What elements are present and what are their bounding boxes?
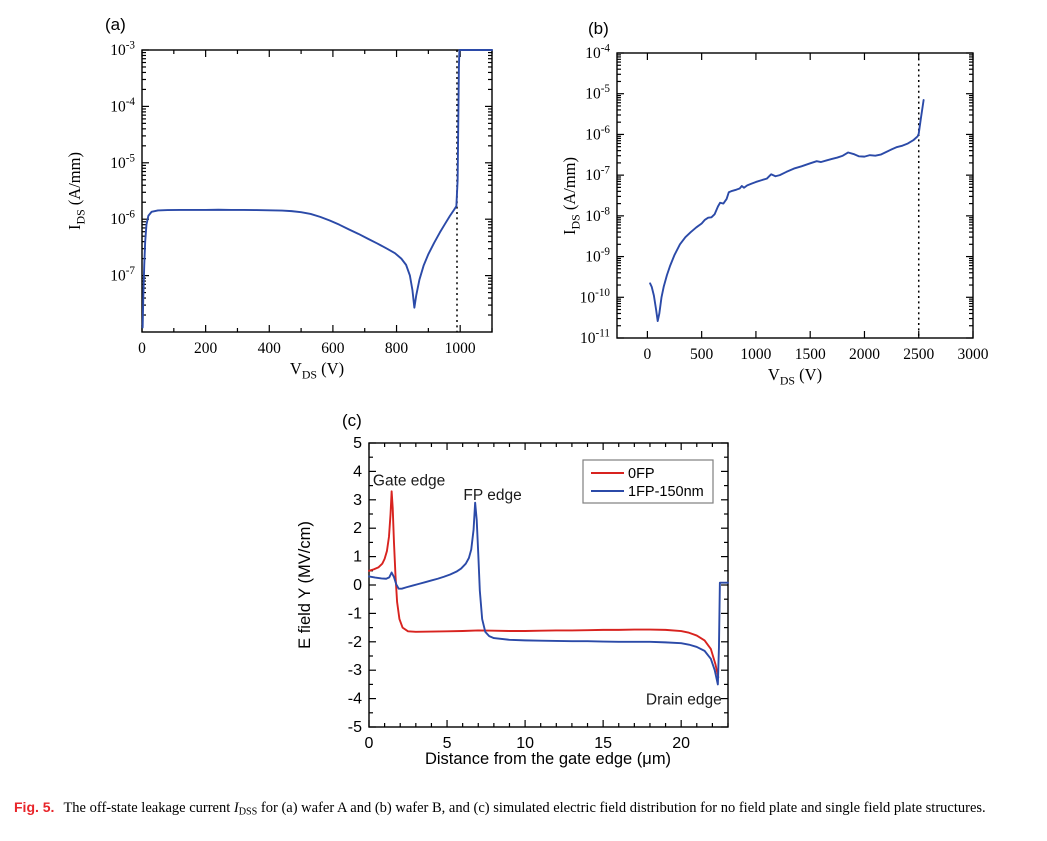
y-axis-title-c: E field Y (MV/cm) <box>296 521 314 649</box>
y-tick-label: -3 <box>348 662 362 679</box>
plot-frame <box>368 442 729 728</box>
x-tick-label: 15 <box>594 735 612 752</box>
x-tick-label: 2000 <box>849 346 880 363</box>
series-line-0FP <box>368 490 720 679</box>
y-tick-label: 10-8 <box>585 205 610 225</box>
annotation-fp-edge: FP edge <box>463 487 521 504</box>
annotation-gate-edge: Gate edge <box>373 473 445 490</box>
y-tick-label: 10-10 <box>580 287 611 307</box>
x-axis-title-b: VDS (V) <box>768 365 822 387</box>
panel-label-a: (a) <box>105 15 126 34</box>
y-tick-label: -1 <box>348 605 362 622</box>
y-axis-title-b: IDS (A/mm) <box>560 157 582 235</box>
x-tick-label: 1000 <box>740 346 771 363</box>
x-tick-label: 20 <box>672 735 690 752</box>
series-line-wafer-B-leakage <box>649 99 925 323</box>
y-tick-label: 10-9 <box>585 246 610 266</box>
legend: 0FP 1FP-150nm <box>582 459 714 504</box>
x-tick-label: 3000 <box>958 346 989 363</box>
plot-frame <box>616 52 974 339</box>
x-tick-label: 500 <box>690 346 714 363</box>
x-tick-label: 2500 <box>903 346 934 363</box>
y-tick-label: 10-5 <box>110 152 135 172</box>
x-tick-label: 200 <box>194 340 218 357</box>
legend-label-1FP-150nm: 1FP-150nm <box>628 484 704 500</box>
plot-frame <box>141 49 493 333</box>
y-tick-label: 10-6 <box>110 209 135 229</box>
x-tick-label: 10 <box>516 735 534 752</box>
y-tick-label: 10-7 <box>110 265 135 285</box>
x-tick-label: 0 <box>644 346 652 363</box>
y-axis-title-a: IDS (A/mm) <box>65 152 87 230</box>
y-tick-label: 10-6 <box>585 124 610 144</box>
y-tick-label: 2 <box>353 520 362 537</box>
axes-b <box>617 52 974 339</box>
caption-text: The off-state leakage current IDSS for (… <box>63 800 986 818</box>
series-line-1FP-150nm <box>368 501 729 686</box>
y-tick-label: 10-4 <box>110 96 135 116</box>
y-tick-label: 4 <box>353 463 362 480</box>
axes-a <box>141 49 493 332</box>
y-tick-label: 5 <box>353 435 362 452</box>
y-tick-label: 10-3 <box>110 39 135 59</box>
x-tick-label: 0 <box>138 340 146 357</box>
x-axis-title-a: VDS (V) <box>290 359 344 381</box>
y-tick-label: 10-11 <box>580 327 610 347</box>
x-tick-label: 5 <box>443 735 452 752</box>
x-tick-label: 1500 <box>795 346 826 363</box>
y-tick-label: 0 <box>353 577 362 594</box>
x-tick-label: 1000 <box>445 340 476 357</box>
x-tick-label: 0 <box>365 735 374 752</box>
x-tick-label: 800 <box>385 340 409 357</box>
y-tick-label: -2 <box>348 634 362 651</box>
figure-caption: Fig. 5. The off-state leakage current IDS… <box>14 797 1032 820</box>
panel-b-plot: 0 500 1000 1500 2000 2500 3000 10-4 10-5 10-6 10-7… <box>560 19 989 387</box>
y-tick-label: 1 <box>353 549 362 566</box>
y-tick-label: 10-7 <box>585 165 610 185</box>
y-tick-label: 10-5 <box>585 83 610 103</box>
legend-label-0FP: 0FP <box>628 466 655 482</box>
caption-fig-label: Fig. 5. <box>14 799 55 815</box>
panel-a-plot: 0 200 400 600 800 1000 10-3 10-4 10-5 10-6 10-7 (a)… <box>65 15 493 381</box>
annotation-drain-edge: Drain edge <box>646 691 722 708</box>
x-tick-label: 400 <box>258 340 282 357</box>
series-line-wafer-A-leakage <box>141 49 493 329</box>
x-axis-title-c: Distance from the gate edge (μm) <box>425 750 671 768</box>
y-tick-label: 3 <box>353 492 362 509</box>
x-tick-label: 600 <box>321 340 345 357</box>
panel-label-b: (b) <box>588 19 609 38</box>
y-tick-label: 10-4 <box>585 42 610 62</box>
y-tick-label: -4 <box>348 691 362 708</box>
y-tick-label: -5 <box>348 719 362 736</box>
panel-label-c: (c) <box>342 411 362 430</box>
